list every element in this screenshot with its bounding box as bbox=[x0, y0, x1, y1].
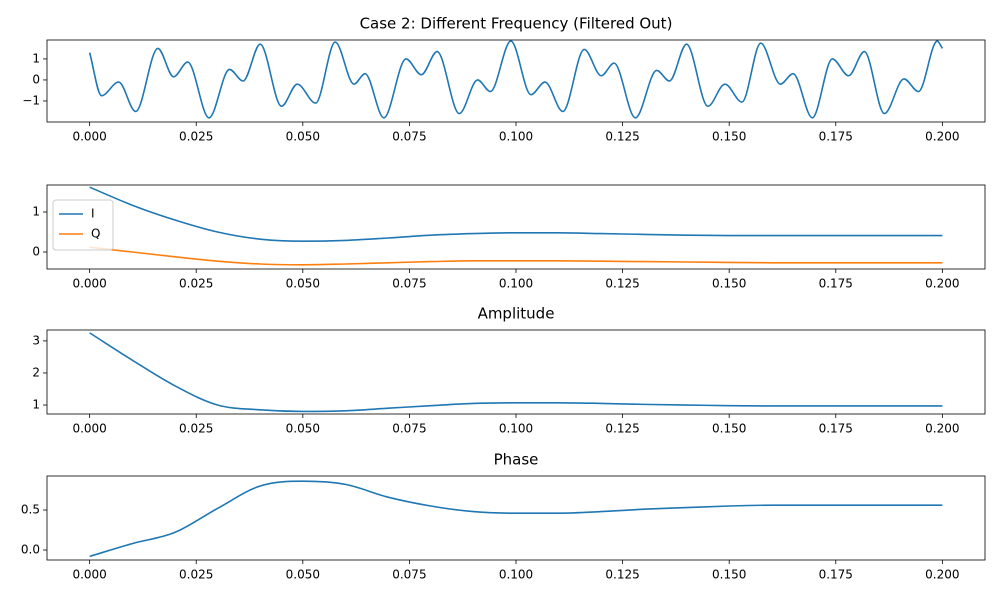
x-tick-label: 0.100 bbox=[499, 277, 533, 291]
x-tick-label: 0.100 bbox=[499, 568, 533, 582]
subplot: Amplitude 0.000 0.025 0.050 0.075 0.100 0.125 0… bbox=[32, 305, 986, 436]
axes-frame bbox=[46, 39, 986, 123]
data-line bbox=[89, 480, 943, 558]
y-tick-label: 0 bbox=[32, 245, 40, 259]
x-tick-label: 0.200 bbox=[925, 422, 959, 436]
x-tick-label: 0.125 bbox=[605, 277, 639, 291]
y-tick-label: 1 bbox=[32, 398, 40, 412]
x-tick-label: 0.050 bbox=[286, 422, 320, 436]
x-tick-label: 0.200 bbox=[925, 277, 959, 291]
x-tick-label: 0.075 bbox=[392, 277, 426, 291]
x-tick-label: 0.100 bbox=[499, 130, 533, 144]
y-tick-label: 1 bbox=[32, 205, 40, 219]
data-line bbox=[88, 40, 944, 119]
x-tick-label: 0.150 bbox=[712, 130, 746, 144]
x-tick-label: 0.000 bbox=[72, 277, 106, 291]
x-tick-label: 0.050 bbox=[286, 130, 320, 144]
x-tick-label: 0.200 bbox=[925, 130, 959, 144]
x-tick-label: 0.025 bbox=[179, 130, 213, 144]
x-tick-label: 0.025 bbox=[179, 422, 213, 436]
x-tick-label: 0.125 bbox=[605, 568, 639, 582]
x-tick-label: 0.175 bbox=[819, 422, 853, 436]
x-tick-label: 0.125 bbox=[605, 422, 639, 436]
data-line bbox=[89, 186, 943, 243]
legend-label: Q bbox=[91, 227, 100, 241]
x-tick-label: 0.025 bbox=[179, 568, 213, 582]
x-tick-label: 0.125 bbox=[605, 130, 639, 144]
x-tick-label: 0.050 bbox=[286, 568, 320, 582]
legend: IQ bbox=[52, 199, 114, 251]
x-tick-label: 0.150 bbox=[712, 422, 746, 436]
subplot: 0.000 0.025 0.050 0.075 0.100 0.125 0.150 0.175… bbox=[32, 184, 986, 291]
x-tick-label: 0.025 bbox=[179, 277, 213, 291]
legend-label: I bbox=[91, 207, 95, 221]
axes-frame bbox=[46, 475, 986, 561]
x-tick-label: 0.175 bbox=[819, 130, 853, 144]
y-tick-label: 2 bbox=[32, 365, 40, 379]
subplot: Phase 0.000 0.025 0.050 0.075 0.100 0.125 0.150… bbox=[21, 451, 986, 582]
axes-frame bbox=[46, 184, 986, 270]
y-tick-label: −1 bbox=[22, 93, 40, 107]
legend-box bbox=[52, 199, 114, 251]
y-tick-label: 0 bbox=[32, 72, 40, 86]
x-tick-label: 0.200 bbox=[925, 568, 959, 582]
x-tick-label: 0.050 bbox=[286, 277, 320, 291]
x-tick-label: 0.075 bbox=[392, 422, 426, 436]
subplot: Case 2: Different Frequency (Filtered Ou… bbox=[22, 15, 986, 144]
x-tick-label: 0.000 bbox=[72, 568, 106, 582]
data-line bbox=[89, 246, 943, 266]
subplot-title: Amplitude bbox=[478, 305, 555, 323]
y-tick-label: 3 bbox=[32, 333, 40, 347]
x-tick-label: 0.000 bbox=[72, 130, 106, 144]
y-tick-label: 0.5 bbox=[21, 503, 40, 517]
y-tick-label: 1 bbox=[32, 51, 40, 65]
subplot-title: Phase bbox=[494, 451, 539, 469]
x-tick-label: 0.075 bbox=[392, 130, 426, 144]
x-tick-label: 0.175 bbox=[819, 568, 853, 582]
data-line bbox=[89, 332, 943, 413]
x-tick-label: 0.175 bbox=[819, 277, 853, 291]
axes-frame bbox=[46, 329, 986, 415]
x-tick-label: 0.000 bbox=[72, 422, 106, 436]
x-tick-label: 0.150 bbox=[712, 277, 746, 291]
x-tick-label: 0.100 bbox=[499, 422, 533, 436]
x-tick-label: 0.075 bbox=[392, 568, 426, 582]
y-tick-label: 0.0 bbox=[21, 543, 40, 557]
subplot-title: Case 2: Different Frequency (Filtered Ou… bbox=[360, 15, 673, 33]
x-tick-label: 0.150 bbox=[712, 568, 746, 582]
